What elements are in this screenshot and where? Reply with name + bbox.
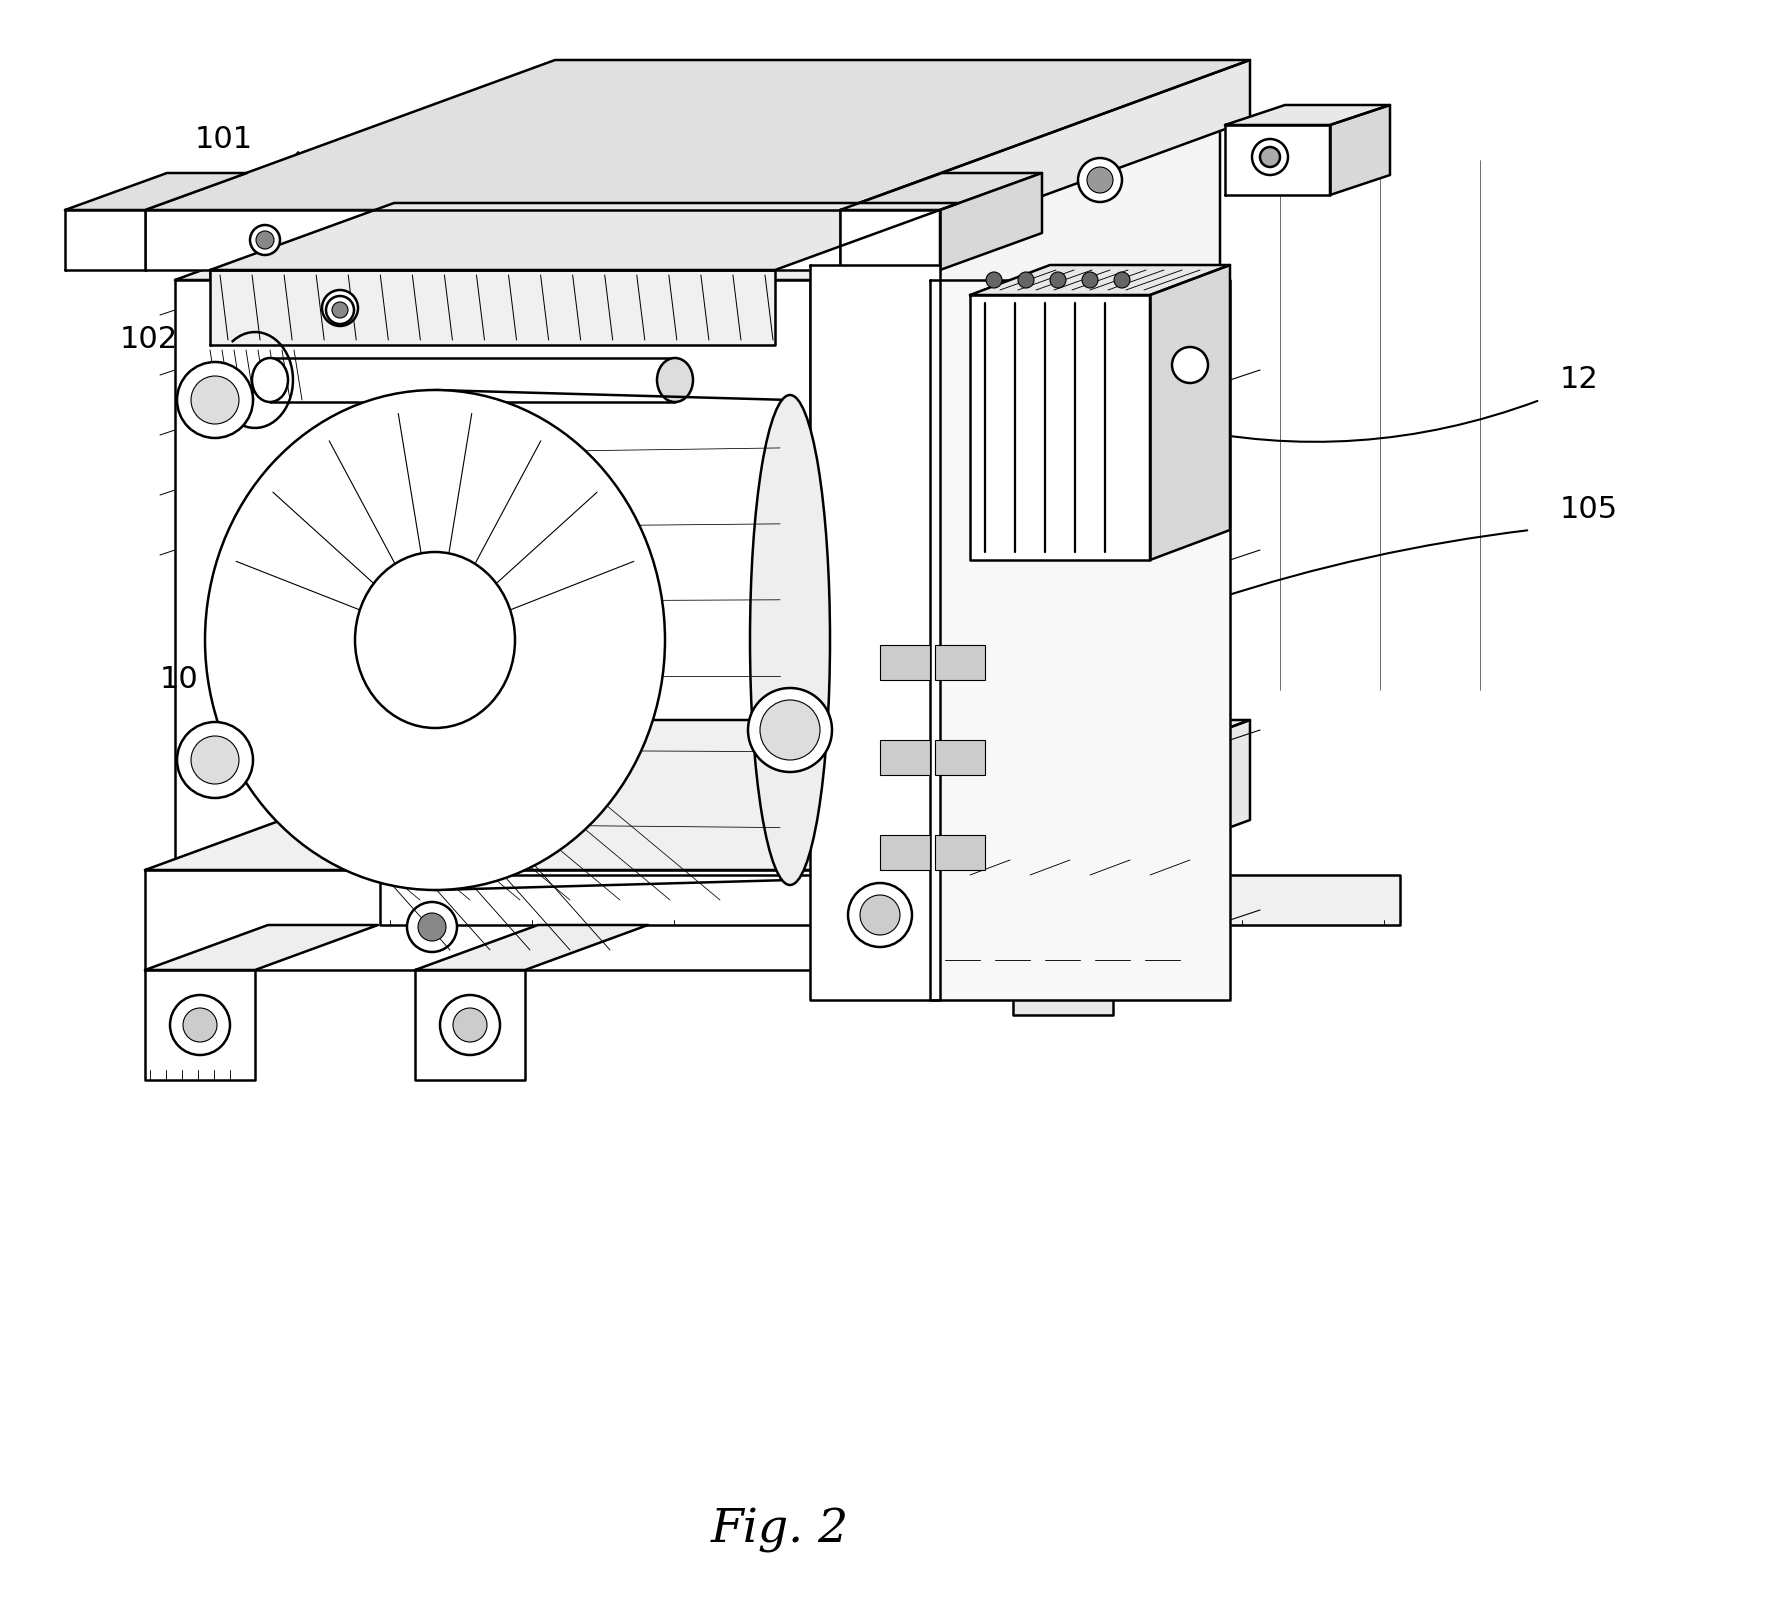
Ellipse shape: [355, 553, 516, 728]
Circle shape: [860, 896, 901, 934]
Circle shape: [170, 996, 230, 1055]
Text: Fig. 2: Fig. 2: [712, 1508, 849, 1553]
Polygon shape: [210, 203, 959, 271]
Circle shape: [330, 298, 350, 317]
Circle shape: [1083, 272, 1098, 288]
Polygon shape: [970, 295, 1150, 561]
Ellipse shape: [253, 358, 288, 403]
Circle shape: [256, 230, 274, 250]
Circle shape: [1088, 168, 1113, 193]
Circle shape: [1114, 272, 1130, 288]
Polygon shape: [1226, 105, 1390, 126]
Polygon shape: [931, 280, 1229, 1000]
Text: 105: 105: [1559, 496, 1618, 525]
Polygon shape: [145, 60, 1250, 209]
Circle shape: [985, 272, 1001, 288]
Text: 101: 101: [194, 126, 253, 155]
Circle shape: [419, 913, 447, 941]
Polygon shape: [415, 970, 525, 1079]
Polygon shape: [841, 172, 1042, 209]
Circle shape: [1051, 272, 1067, 288]
Circle shape: [749, 688, 832, 772]
Polygon shape: [841, 60, 1250, 271]
Polygon shape: [175, 130, 1220, 280]
Bar: [879, 834, 931, 870]
Text: 10: 10: [161, 665, 200, 694]
Circle shape: [191, 375, 238, 424]
Circle shape: [1259, 147, 1280, 168]
Polygon shape: [145, 209, 841, 271]
Circle shape: [251, 226, 281, 255]
Polygon shape: [210, 271, 775, 345]
Circle shape: [1017, 272, 1035, 288]
Polygon shape: [841, 234, 941, 271]
Circle shape: [191, 736, 238, 785]
Polygon shape: [1330, 105, 1390, 195]
Polygon shape: [175, 280, 811, 870]
Polygon shape: [811, 264, 940, 1000]
Polygon shape: [970, 264, 1229, 295]
Text: 102: 102: [120, 325, 178, 354]
Polygon shape: [415, 925, 648, 970]
Circle shape: [177, 722, 253, 797]
Bar: [879, 644, 931, 680]
Polygon shape: [145, 970, 254, 1079]
Circle shape: [184, 1008, 217, 1042]
Polygon shape: [940, 172, 1042, 271]
Polygon shape: [841, 720, 1250, 970]
Text: 12: 12: [1559, 366, 1598, 395]
Bar: [934, 834, 985, 870]
Polygon shape: [811, 130, 1220, 870]
Circle shape: [1173, 346, 1208, 383]
Circle shape: [848, 883, 911, 947]
Polygon shape: [145, 925, 378, 970]
Circle shape: [332, 301, 348, 317]
Polygon shape: [380, 875, 1400, 925]
Polygon shape: [65, 209, 145, 271]
Polygon shape: [145, 720, 1250, 870]
Circle shape: [1252, 139, 1287, 176]
Circle shape: [327, 296, 353, 324]
Ellipse shape: [657, 358, 692, 403]
Polygon shape: [65, 172, 247, 209]
Ellipse shape: [751, 395, 830, 884]
Polygon shape: [1226, 126, 1330, 195]
Circle shape: [177, 362, 253, 438]
Ellipse shape: [205, 390, 666, 889]
Circle shape: [759, 701, 819, 760]
Bar: [934, 739, 985, 775]
Polygon shape: [1150, 264, 1229, 561]
Circle shape: [406, 902, 457, 952]
Circle shape: [321, 290, 358, 325]
Polygon shape: [1014, 925, 1113, 1015]
Circle shape: [440, 996, 500, 1055]
Bar: [879, 739, 931, 775]
Bar: [934, 644, 985, 680]
Polygon shape: [841, 209, 940, 271]
Circle shape: [454, 1008, 487, 1042]
Polygon shape: [145, 870, 841, 970]
Circle shape: [1077, 158, 1121, 201]
